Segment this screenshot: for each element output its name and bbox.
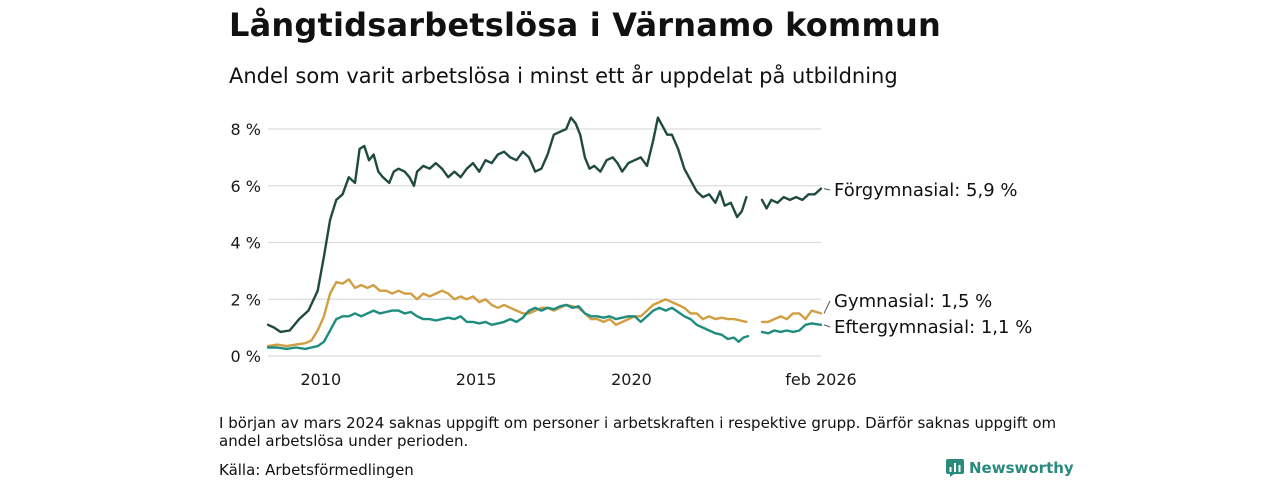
leader-line-förgymnasial — [823, 188, 831, 191]
series-line-gymnasial — [266, 278, 823, 348]
series-label-gymnasial: Gymnasial: 1,5 % — [834, 291, 992, 312]
line-chart: 0 % 2 % 4 % 6 % 8 % 2010 2015 2020 feb 2026 För… — [231, 116, 1032, 389]
brand-logo[interactable]: Newsworthy — [946, 459, 1074, 477]
chart-subtitle: Andel som varit arbetslösa i minst ett å… — [229, 64, 898, 88]
gridlines — [268, 128, 821, 357]
source-text: Källa: Arbetsförmedlingen — [219, 461, 414, 479]
y-axis-ticks: 0 % 2 % 4 % 6 % 8 % — [231, 120, 261, 366]
brand-name: Newsworthy — [969, 459, 1074, 477]
x-tick-label: 2015 — [456, 370, 497, 389]
series-lines — [266, 116, 823, 351]
chart-title: Långtidsarbetslösa i Värnamo kommun — [229, 6, 941, 44]
y-tick-label: 2 % — [231, 290, 261, 309]
x-tick-label: 2010 — [300, 370, 341, 389]
chart-note: I början av mars 2024 saknas uppgift om … — [219, 414, 1057, 450]
newsworthy-logo-icon — [946, 459, 964, 477]
leader-line-gymnasial — [823, 300, 831, 314]
x-axis-ticks: 2010 2015 2020 feb 2026 — [300, 370, 856, 389]
leader-line-eftergymnasial — [823, 324, 831, 328]
series-line-eftergymnasial — [266, 303, 823, 351]
y-tick-label: 4 % — [231, 234, 261, 253]
series-line-förgymnasial — [266, 116, 823, 334]
x-tick-label: 2020 — [611, 370, 652, 389]
y-tick-label: 8 % — [231, 120, 261, 139]
series-label-förgymnasial: Förgymnasial: 5,9 % — [834, 180, 1018, 201]
series-end-labels: Förgymnasial: 5,9 % Gymnasial: 1,5 % Efter… — [823, 180, 1032, 338]
y-tick-label: 0 % — [231, 347, 261, 366]
x-tick-label: feb 2026 — [785, 370, 856, 389]
y-tick-label: 6 % — [231, 177, 261, 196]
series-label-eftergymnasial: Eftergymnasial: 1,1 % — [834, 317, 1032, 338]
